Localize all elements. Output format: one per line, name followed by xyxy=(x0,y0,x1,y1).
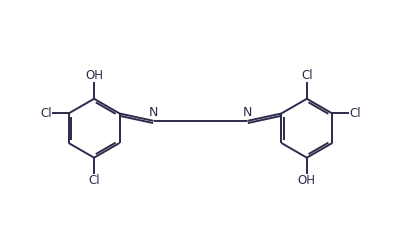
Text: OH: OH xyxy=(298,174,316,187)
Text: N: N xyxy=(149,106,158,119)
Text: Cl: Cl xyxy=(88,174,100,187)
Text: Cl: Cl xyxy=(349,107,361,120)
Text: N: N xyxy=(243,106,252,119)
Text: OH: OH xyxy=(85,69,103,82)
Text: Cl: Cl xyxy=(301,69,313,82)
Text: Cl: Cl xyxy=(40,107,52,120)
